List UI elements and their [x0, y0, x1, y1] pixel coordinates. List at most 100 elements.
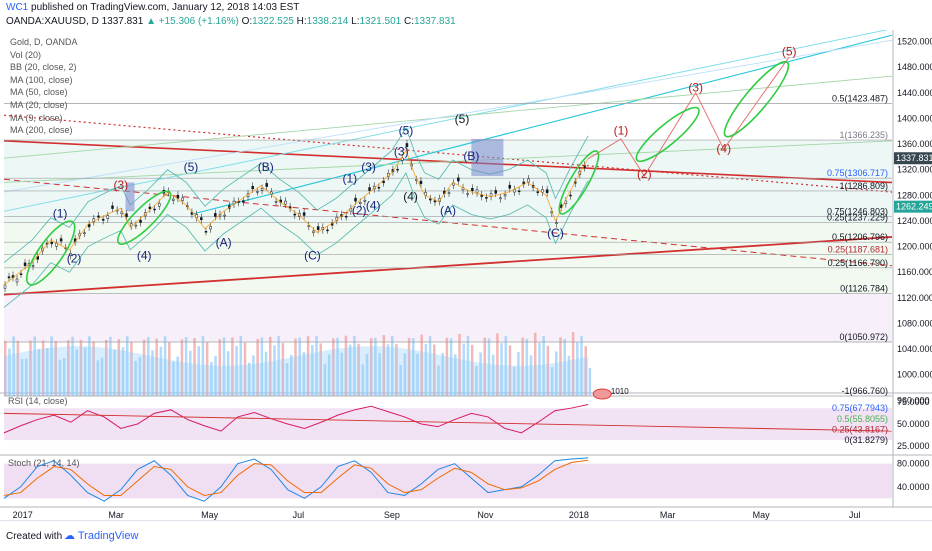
wave-label-22: (4): [716, 141, 731, 155]
price-tick-10: 1120.000: [897, 293, 932, 303]
time-tick-1: Mar: [108, 510, 124, 520]
price-tick-3: 1400.000: [897, 113, 932, 123]
volume-bar: [214, 355, 217, 396]
rsi-band: [4, 408, 892, 441]
candle-body: [204, 231, 208, 233]
wave-label-18: (C): [547, 226, 564, 240]
volume-bar: [239, 336, 243, 396]
candle-body: [419, 180, 423, 185]
volume-bar: [67, 340, 70, 396]
wave-ellipse-2: [116, 190, 172, 245]
wave-ellipse-4: [635, 106, 700, 163]
candle-body: [494, 190, 497, 194]
legend-item-instrument[interactable]: Gold, D, OANDA: [10, 37, 78, 47]
legend-item-ma9[interactable]: MA (9, close): [10, 112, 63, 123]
volume-bar: [260, 337, 264, 396]
legend-item-ma100[interactable]: MA (100, close): [10, 74, 73, 85]
volume-bar: [378, 353, 381, 396]
price-tick-12: 1040.000: [897, 344, 932, 354]
candle-body: [293, 213, 297, 216]
legend-item-volume[interactable]: Vol (20): [10, 49, 42, 60]
volume-bar: [16, 340, 20, 396]
candle-body: [223, 214, 226, 217]
volume-bar: [41, 340, 45, 396]
volume-bar: [268, 336, 272, 396]
legend-item-bollinger[interactable]: BB (20, close, 2): [10, 62, 77, 73]
created-with-text: Created with: [6, 531, 63, 542]
volume-bar: [428, 335, 432, 396]
volume-bar: [567, 355, 571, 396]
volume-bar: [121, 347, 125, 396]
volume-bar: [92, 341, 95, 396]
candle-body: [499, 197, 502, 200]
candle-body: [354, 197, 357, 202]
candle-body: [475, 189, 479, 194]
volume-bar: [496, 333, 499, 396]
wave-label-6: (B): [258, 160, 274, 174]
open-label: O:: [241, 16, 253, 27]
price-tick-2: 1440.000: [897, 88, 932, 98]
volume-bar: [348, 344, 352, 396]
legend-item-ma50[interactable]: MA (50, close): [10, 87, 68, 98]
volume-bar: [294, 338, 297, 396]
bollinger-upper: [3, 127, 589, 263]
legend-item-ma200[interactable]: MA (200, close): [10, 125, 73, 136]
volume-bar: [437, 365, 440, 396]
volume-marker: [592, 388, 612, 400]
volume-bar: [517, 351, 520, 396]
volume-bar: [538, 342, 541, 396]
chart-area[interactable]: 0.5(1423.487) 1(1366.235) 0.75(1306.717) 1(…: [0, 28, 932, 520]
wave-label-10: (3): [361, 160, 376, 174]
legend-item-ma20[interactable]: MA (20, close): [10, 99, 68, 110]
tradingview-brand: TradingView: [77, 530, 139, 542]
volume-bar: [256, 338, 259, 396]
volume-bar: [512, 366, 516, 396]
volume-bar: [311, 345, 314, 396]
candle-body: [209, 226, 212, 230]
fib-label-4: 0.75(1246.803): [827, 207, 888, 217]
volume-bar: [441, 352, 444, 396]
wave-label-11: (4): [366, 198, 381, 212]
highlight-box-right: [471, 138, 504, 177]
volume-bar: [62, 358, 66, 396]
chart-svg[interactable]: 0.5(1423.487) 1(1366.235) 0.75(1306.717) 1(…: [0, 28, 932, 520]
volume-bar: [159, 346, 163, 396]
candle-body: [83, 232, 86, 235]
volume-bar: [50, 336, 53, 396]
volume-bar: [332, 338, 335, 396]
candle-body: [31, 265, 35, 267]
price-tick-4: 1360.000: [897, 139, 932, 149]
tradingview-logo[interactable]: ☁ TradingView: [64, 530, 139, 542]
volume-bar: [201, 336, 205, 396]
wave-ellipse-1: [26, 220, 76, 286]
volume-bar: [205, 342, 209, 396]
rsi-line: [3, 404, 589, 434]
moving-average-line: [3, 149, 589, 286]
fib-zone-mid: [4, 293, 892, 343]
volume-bar: [109, 336, 112, 396]
volume-bar: [475, 366, 478, 396]
volume-bar: [71, 336, 74, 396]
candle-body: [69, 253, 72, 257]
price-tick-5: 1320.000: [897, 165, 932, 175]
candle-body: [214, 213, 217, 217]
volume-bar: [302, 352, 306, 396]
volume-bar: [172, 361, 175, 396]
publisher-name[interactable]: WC1: [6, 2, 29, 13]
price-tick-6: 1280.000: [897, 190, 932, 200]
price-tick-8: 1200.000: [897, 242, 932, 252]
wave-label-12: (5): [399, 123, 414, 137]
price-tick-9: 1160.000: [897, 267, 932, 277]
volume-bar: [483, 337, 487, 396]
fib-label-1: 1(1366.235): [839, 130, 888, 140]
candle-body: [256, 191, 259, 193]
volume-ma-area: [4, 346, 589, 396]
channel-line-5: [3, 39, 893, 193]
time-tick-7: Mar: [660, 510, 676, 520]
volume-bar: [113, 349, 116, 396]
volume-bar: [142, 339, 146, 396]
volume-bar: [46, 347, 49, 396]
candle-body: [200, 217, 203, 221]
volume-bar: [403, 353, 407, 396]
candle-body: [242, 200, 245, 203]
